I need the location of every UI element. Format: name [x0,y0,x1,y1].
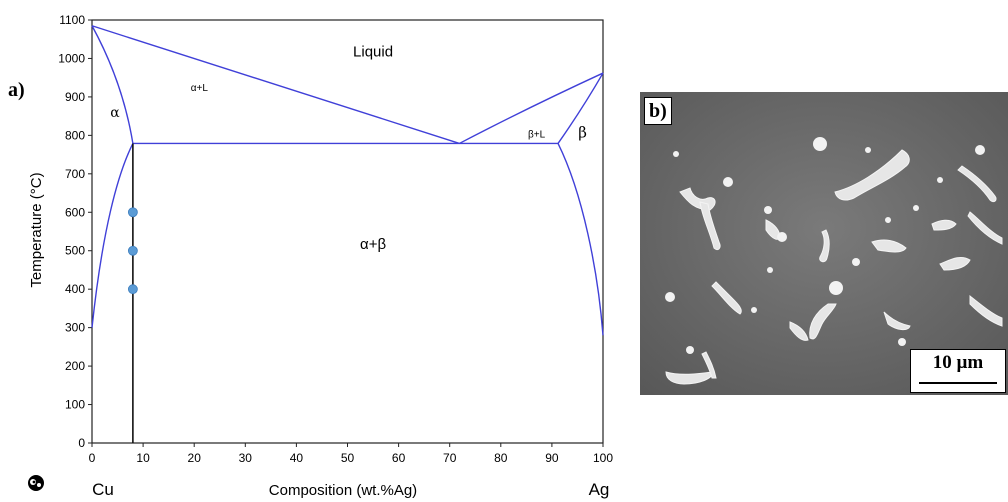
x-tick-label: 0 [89,451,96,465]
region-label-alpha-l: α+L [191,83,209,94]
x-tick-label: 90 [545,451,559,465]
x-tick-label: 40 [290,451,304,465]
y-tick-label: 200 [65,359,85,373]
region-label-alpha: α [110,105,120,121]
x-tick-label: 100 [593,451,613,465]
data-point [127,284,138,295]
panel-a-label: a) [8,79,25,101]
phase-boundary-line [91,25,134,144]
x-tick-label: 50 [341,451,355,465]
y-tick-label: 0 [78,436,85,450]
region-label-beta-l: β+L [528,129,546,140]
scale-bar-line [919,382,997,384]
data-point [127,207,138,218]
y-tick-label: 300 [65,321,85,335]
x-axis-title: Composition (wt.%Ag) [269,482,417,499]
logo-icon [28,475,44,491]
scale-bar: 10 µm [910,349,1006,393]
y-tick-label: 400 [65,282,85,296]
region-label-liquid: Liquid [353,44,393,61]
micrograph-image: b) 10 µm [640,92,1008,395]
element-label-ag: Ag [589,480,610,499]
y-tick-label: 500 [65,244,85,258]
y-tick-label: 1100 [59,13,85,27]
data-point [127,245,138,256]
x-tick-label: 70 [443,451,457,465]
y-tick-label: 900 [65,90,85,104]
y-tick-label: 1000 [58,51,85,65]
region-label-alpha-beta: α+β [360,236,386,253]
phase-boundary-line [557,72,604,144]
phase-boundary-line [91,25,460,145]
y-tick-label: 100 [65,398,85,412]
y-tick-label: 600 [65,205,85,219]
panel-b-label: b) [644,97,672,125]
phase-boundary-line [91,143,134,328]
phase-boundary-line [557,143,604,336]
phase-boundary-line [459,72,604,145]
phase-diagram-chart: 0 100 200 300 400 500 600 700 800 900 1000 1100 0 10 2… [8,13,613,499]
region-label-beta: β [578,123,587,141]
x-tick-label: 10 [136,451,150,465]
y-tick-label: 800 [65,128,85,142]
x-tick-label: 60 [392,451,406,465]
y-axis-title: Temperature (°C) [28,172,45,287]
y-tick-label: 700 [65,167,85,181]
x-tick-label: 20 [188,451,202,465]
plot-frame [91,19,604,444]
scale-bar-label: 10 µm [932,352,984,373]
x-tick-label: 30 [239,451,253,465]
x-tick-label: 80 [494,451,508,465]
element-label-cu: Cu [92,480,114,499]
